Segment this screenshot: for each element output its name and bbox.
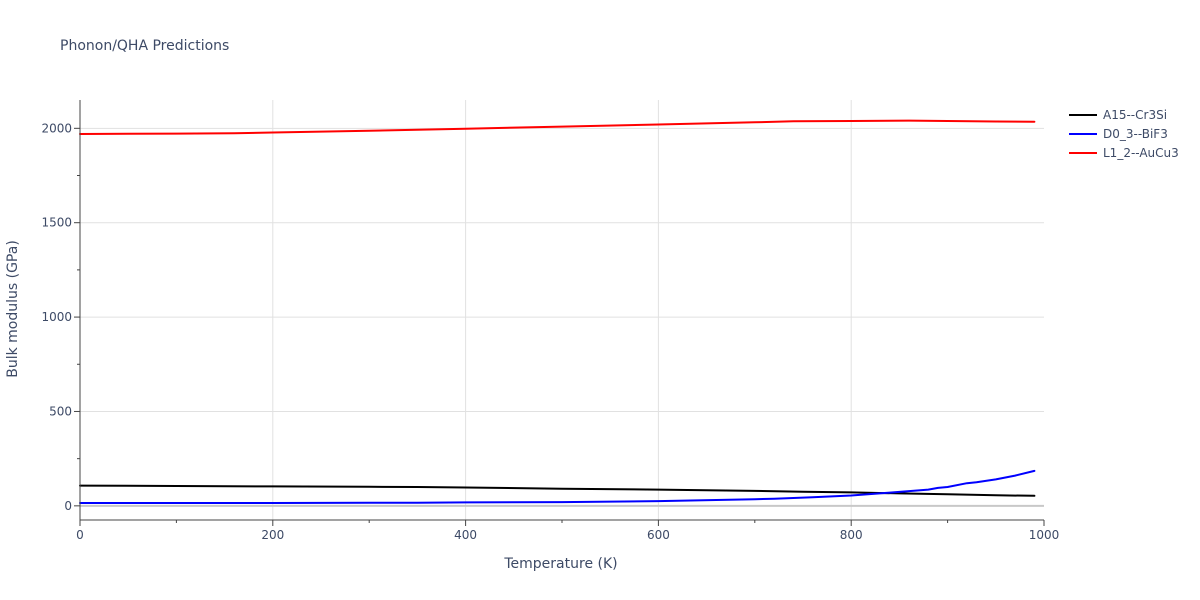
y-tick-label-3: 1500 <box>41 216 72 230</box>
y-tick-label-0: 0 <box>64 499 72 513</box>
legend-label-2: L1_2--AuCu3 <box>1103 146 1179 160</box>
axes: 0 200 400 600 800 1000 0 500 1000 1500 2000 <box>41 100 1059 542</box>
x-tick-label-4: 800 <box>840 528 863 542</box>
y-tick-label-4: 2000 <box>41 121 72 135</box>
x-tick-label-1: 200 <box>261 528 284 542</box>
plot-area <box>79 119 1036 504</box>
legend-item-2[interactable]: L1_2--AuCu3 <box>1069 146 1179 160</box>
x-tick-label-5: 1000 <box>1029 528 1060 542</box>
series-line-l1-2-aucu3 <box>79 119 1036 135</box>
series-line-d0-3-bif3 <box>79 469 1036 504</box>
legend-label-1: D0_3--BiF3 <box>1103 127 1168 141</box>
gridlines <box>80 100 1044 520</box>
series-line-a15-cr3si <box>79 484 1036 497</box>
x-tick-label-3: 600 <box>647 528 670 542</box>
legend-item-1[interactable]: D0_3--BiF3 <box>1069 127 1168 141</box>
y-tick-label-2: 1000 <box>41 310 72 324</box>
x-tick-label-0: 0 <box>76 528 84 542</box>
legend-label-0: A15--Cr3Si <box>1103 108 1167 122</box>
chart-title: Phonon/QHA Predictions <box>60 38 229 54</box>
x-tick-label-2: 400 <box>454 528 477 542</box>
y-axis-title: Bulk modulus (GPa) <box>5 240 21 378</box>
x-axis-title: Temperature (K) <box>503 556 617 572</box>
y-tick-label-1: 500 <box>49 404 72 418</box>
legend-item-0[interactable]: A15--Cr3Si <box>1069 108 1167 122</box>
legend[interactable]: A15--Cr3Si D0_3--BiF3 L1_2--AuCu3 <box>1069 108 1179 160</box>
